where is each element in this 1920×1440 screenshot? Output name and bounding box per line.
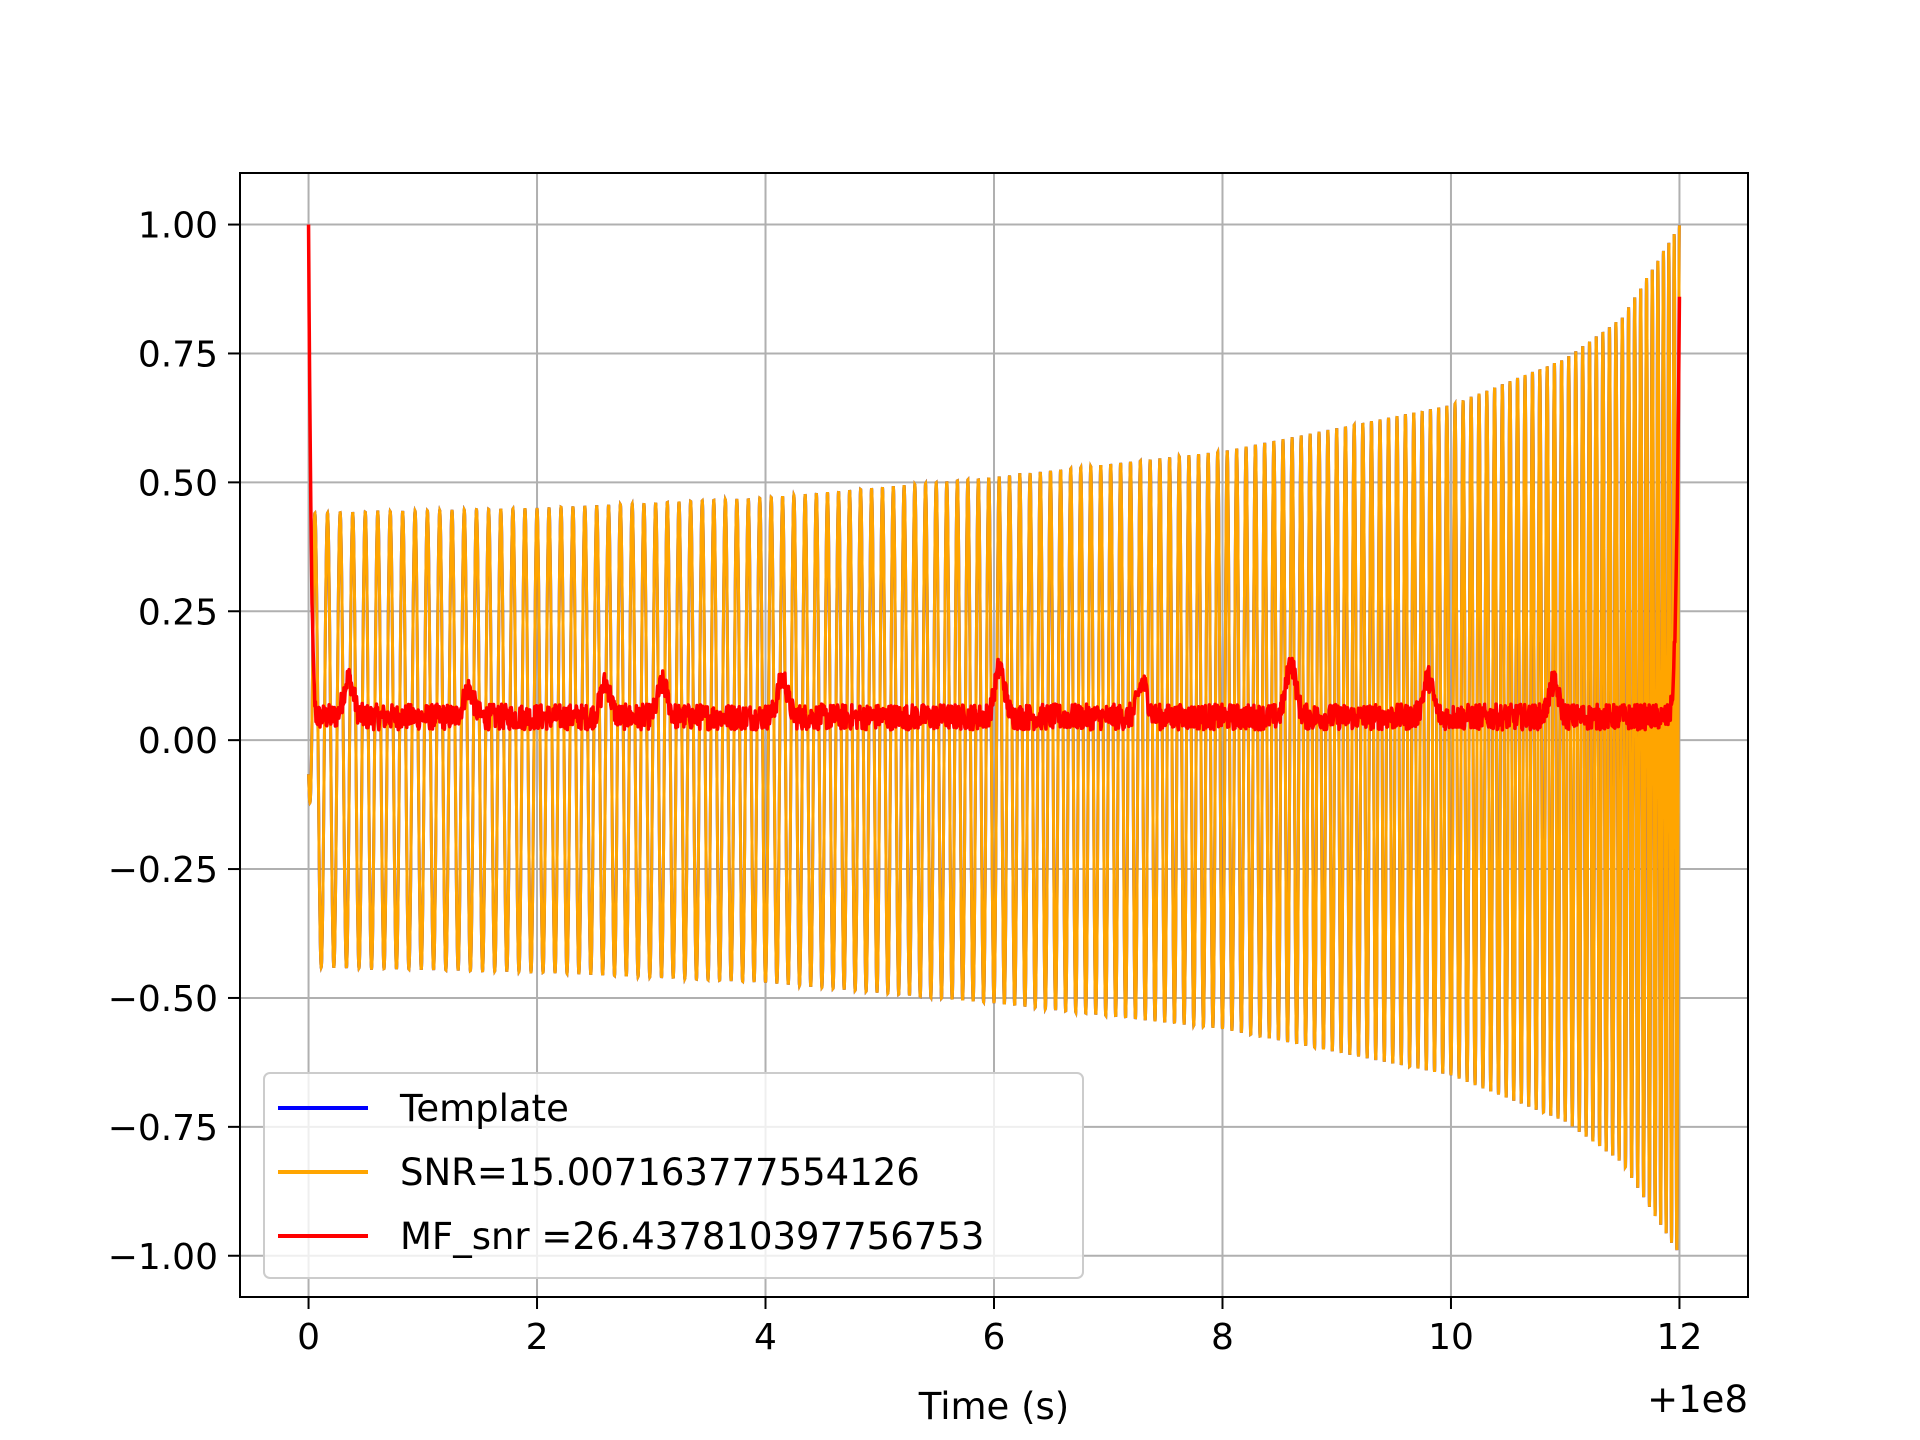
- series-layer: [306, 224, 1682, 1251]
- legend-label-mf-snr: MF_snr =26.437810397756753: [400, 1215, 984, 1258]
- legend-label-template: Template: [399, 1087, 569, 1130]
- x-axis-label: Time (s): [918, 1385, 1069, 1428]
- x-tick-label: 4: [754, 1317, 777, 1358]
- y-tick-label: 0.50: [138, 463, 218, 504]
- series-snr-line: [307, 225, 1681, 1251]
- legend: Template SNR=15.007163777554126 MF_snr =…: [263, 1072, 1084, 1279]
- legend-box: [263, 1072, 1084, 1279]
- series-mf-snr-line: [306, 224, 1682, 732]
- y-tick-label: 0.25: [138, 592, 218, 633]
- x-tick-label: 10: [1428, 1317, 1474, 1358]
- y-tick-label: −0.75: [108, 1108, 218, 1149]
- y-tick-label: −1.00: [108, 1237, 218, 1278]
- y-tick-label: 0.00: [138, 721, 218, 762]
- x-tick-label: 12: [1657, 1317, 1703, 1358]
- y-tick-label: −0.50: [108, 979, 218, 1020]
- y-tick-label: 0.75: [138, 334, 218, 375]
- y-tick-label: 1.00: [138, 206, 218, 247]
- x-tick-label: 2: [526, 1317, 549, 1358]
- x-offset-label: +1e8: [1647, 1378, 1748, 1421]
- legend-label-snr: SNR=15.007163777554126: [400, 1151, 920, 1194]
- axis-ticks: 0 2 4 6 8 10 12 1.00 0.75 0.50 0.25 0.00 −0.25 −0.50 −…: [108, 206, 1703, 1358]
- x-tick-label: 6: [983, 1317, 1006, 1358]
- x-tick-label: 0: [297, 1317, 320, 1358]
- y-tick-label: −0.25: [108, 850, 218, 891]
- x-tick-label: 8: [1211, 1317, 1234, 1358]
